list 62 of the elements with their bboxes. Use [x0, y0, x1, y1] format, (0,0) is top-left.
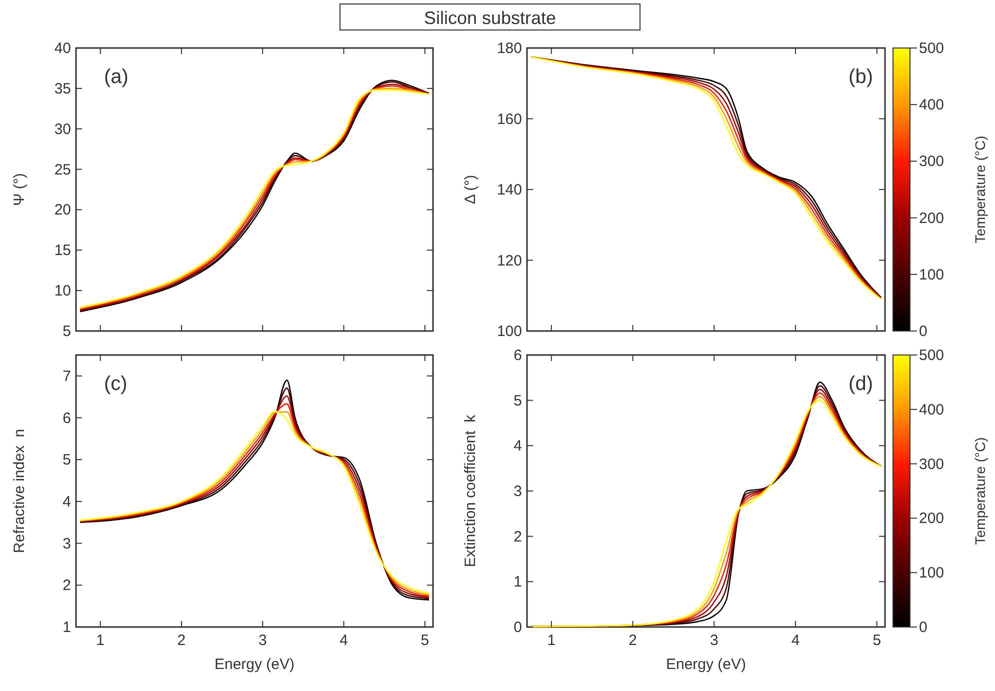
y-tick-label: 100 [496, 323, 522, 340]
y-tick-label: 40 [54, 40, 71, 57]
y-tick-label: 2 [514, 528, 522, 546]
y-tick-label: 3 [514, 483, 522, 500]
color-bar-label: 0 [919, 619, 928, 636]
x-axis-title: Energy (eV) [214, 656, 295, 673]
y-tick-label: 1 [514, 574, 522, 591]
y-tick-label: 160 [496, 110, 522, 128]
y-axis-title: Extinction coefficient k [462, 414, 479, 568]
x-tick-label: 5 [872, 632, 882, 649]
x-tick-label: 1 [96, 632, 105, 649]
annotation: (d) [848, 373, 873, 395]
y-tick-label: 25 [54, 161, 71, 178]
y-tick-label: 5 [62, 452, 71, 469]
color-bar-title: Temperature (°C) [972, 136, 988, 244]
y-axis-title: Δ (°) [462, 174, 479, 204]
color-bar-label: 200 [919, 210, 944, 227]
text: Silicon substrate [424, 8, 556, 28]
y-tick-label: 20 [54, 202, 71, 219]
color-bar-label: 400 [919, 96, 944, 114]
y-axis-title: Ψ (°) [11, 173, 28, 206]
x-tick-label: 3 [710, 632, 718, 649]
y-tick-label: 0 [514, 619, 522, 636]
color-bar-label: 0 [919, 323, 928, 340]
color-bar-label: 500 [919, 347, 944, 364]
color-bar-label: 400 [919, 401, 944, 418]
y-tick-label: 30 [54, 120, 71, 138]
color-bar-label: 500 [919, 40, 944, 57]
y-axis-title: Refractive index n [11, 428, 28, 554]
color-bar-label: 100 [919, 564, 944, 582]
color-bar-title: Temperature (°C) [972, 437, 988, 545]
y-tick-label: 5 [62, 323, 71, 340]
x-tick-label: 4 [791, 632, 800, 649]
color-bar-label: 300 [919, 153, 944, 170]
annotation: (c) [104, 373, 128, 395]
color-bar-label: 300 [919, 456, 944, 473]
annotation: (b) [848, 66, 873, 88]
color-bar-label: 100 [919, 266, 944, 284]
y-tick-label: 15 [54, 242, 71, 260]
annotation: (a) [104, 66, 128, 88]
x-tick-label: 5 [420, 632, 430, 649]
y-tick-label: 180 [496, 40, 522, 57]
y-tick-label: 4 [62, 493, 71, 510]
y-tick-label: 5 [514, 392, 522, 410]
y-tick-label: 4 [514, 438, 522, 455]
x-tick-label: 3 [258, 632, 267, 649]
y-tick-label: 7 [62, 368, 71, 385]
x-tick-label: 2 [628, 632, 637, 649]
x-tick-label: 2 [177, 632, 186, 649]
y-tick-label: 6 [514, 347, 522, 364]
y-tick-label: 140 [496, 182, 522, 198]
y-tick-label: 1 [62, 619, 71, 636]
y-tick-label: 35 [54, 80, 71, 98]
y-tick-label: 10 [54, 282, 71, 300]
y-tick-label: 2 [62, 577, 71, 594]
x-tick-label: 4 [340, 632, 348, 649]
y-tick-label: 3 [62, 535, 71, 552]
y-tick-label: 120 [496, 252, 522, 270]
color-bar-label: 200 [919, 510, 944, 528]
y-tick-label: 6 [62, 410, 71, 427]
x-axis-title: Energy (eV) [666, 656, 746, 673]
x-tick-label: 1 [547, 632, 556, 649]
